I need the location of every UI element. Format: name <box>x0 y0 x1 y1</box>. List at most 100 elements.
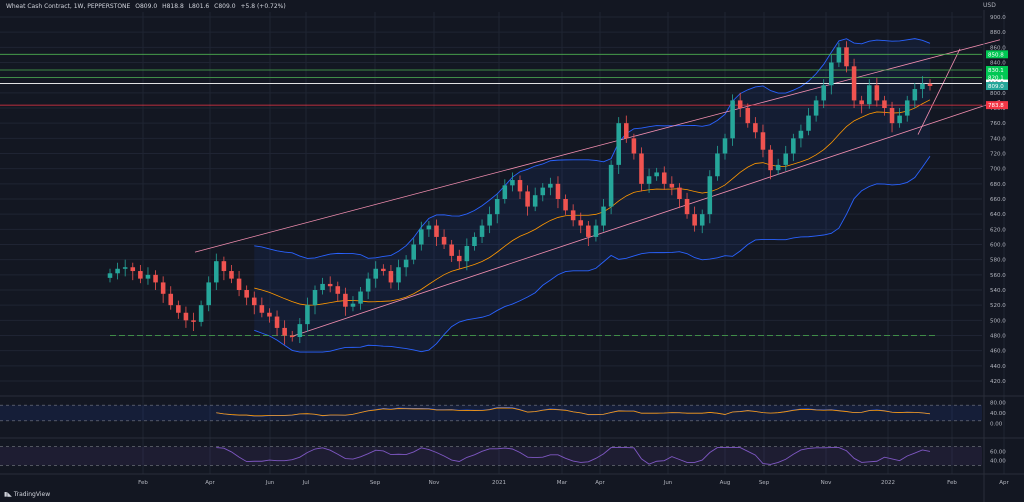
candle-body <box>646 176 652 184</box>
channel-upper <box>194 39 1001 253</box>
candle-body <box>555 183 561 199</box>
candle-body <box>403 259 409 268</box>
candle-body <box>282 327 287 336</box>
x-tick-label: Apr <box>999 480 1009 486</box>
candle-body <box>540 187 546 196</box>
y-tick-label: 620.0 <box>990 227 1006 233</box>
candle-body <box>768 149 773 171</box>
candle-body <box>753 123 758 133</box>
rsi-tick-label: 80.00 <box>990 401 1006 407</box>
candle-body <box>289 335 295 338</box>
candle-body <box>343 293 348 307</box>
candle-body <box>350 303 356 307</box>
tv-icon: ▮◣ <box>4 491 12 498</box>
candle-body <box>525 191 530 207</box>
candle-body <box>920 83 925 90</box>
y-tick-label: 860.0 <box>990 45 1006 51</box>
symbol-title[interactable]: Wheat Cash Contract, 1W, PEPPERSTONE <box>6 3 131 10</box>
bollinger-fill <box>254 38 930 353</box>
candle-body <box>882 100 887 108</box>
candle-body <box>897 115 902 124</box>
candle-body <box>661 172 667 184</box>
candle-body <box>593 225 599 237</box>
price-label-badge <box>986 66 1008 75</box>
y-tick-label: 540.0 <box>990 288 1006 294</box>
price-label-badge <box>986 101 1008 110</box>
x-tick-label: Apr <box>205 480 215 486</box>
candle-body <box>464 246 470 262</box>
x-tick-label: Feb <box>947 480 957 486</box>
candle-body <box>145 274 151 279</box>
candle-body <box>297 324 303 338</box>
candle-body <box>715 153 720 177</box>
candle-body <box>107 273 113 278</box>
moving-average <box>254 99 931 306</box>
y-tick-label: 500.0 <box>990 318 1006 324</box>
candle-body <box>456 255 462 262</box>
price-label: 783.8 <box>988 103 1004 109</box>
candle-body <box>563 199 568 211</box>
candle-body <box>844 47 849 67</box>
candle-body <box>274 316 280 328</box>
candle-body <box>267 312 272 317</box>
candle-body <box>153 274 158 283</box>
candle-body <box>327 283 333 287</box>
candle-body <box>707 176 713 215</box>
brand-name: TradingView <box>13 491 51 498</box>
candle-body <box>214 261 219 283</box>
candle-body <box>737 100 743 108</box>
candle-body <box>229 271 234 279</box>
candle-body <box>449 244 454 256</box>
bollinger-lower <box>254 156 931 353</box>
channel-lower <box>289 100 1001 338</box>
candle-body <box>760 132 766 150</box>
candle-body <box>904 100 910 116</box>
candle-body <box>745 108 751 124</box>
rsi-tick-label: 0.00 <box>990 421 1003 427</box>
candle-body <box>335 286 341 294</box>
price-label-badge <box>986 82 1008 91</box>
candle-body <box>426 225 432 230</box>
y-tick-label: 880.0 <box>990 30 1006 36</box>
osc-band <box>0 446 982 466</box>
candle-body <box>836 47 842 63</box>
y-tick-label: 720.0 <box>990 152 1006 158</box>
price-label: 820.1 <box>988 76 1004 82</box>
candle-body <box>578 220 584 226</box>
price-label: 850.8 <box>988 52 1004 58</box>
candle-body <box>183 312 189 321</box>
candle-body <box>251 297 257 306</box>
tradingview-logo[interactable]: ▮◣ TradingView <box>4 491 50 498</box>
candle-body <box>388 271 394 283</box>
candle-body <box>236 278 242 290</box>
rsi-tick-label: 40.00 <box>990 411 1006 417</box>
candle-body <box>244 290 249 298</box>
y-tick-label: 740.0 <box>990 136 1006 142</box>
candle-body <box>851 66 857 101</box>
candle-body <box>608 164 614 207</box>
candle-body <box>434 225 439 237</box>
chart-header: Wheat Cash Contract, 1W, PEPPERSTONE O80… <box>6 3 289 10</box>
candle-body <box>191 320 196 322</box>
y-tick-label: 600.0 <box>990 243 1006 249</box>
x-tick-label: Mar <box>557 480 568 486</box>
rsi-band <box>0 405 982 421</box>
candle-body <box>624 123 629 139</box>
candle-body <box>829 62 834 86</box>
candle-body <box>677 187 682 199</box>
candle-body <box>874 85 880 101</box>
candle-body <box>517 180 523 192</box>
price-label-badge <box>986 73 1008 82</box>
candle-body <box>305 305 310 325</box>
candle-body <box>206 282 211 306</box>
x-tick-label: 2022 <box>881 480 895 486</box>
candle-body <box>889 108 895 124</box>
osc-tick-label: 40.00 <box>990 459 1006 465</box>
x-tick-label: Feb <box>138 480 148 486</box>
x-tick-label: Jun <box>663 480 673 486</box>
candle-body <box>479 225 485 237</box>
y-tick-label: 760.0 <box>990 121 1006 127</box>
candle-body <box>259 305 265 313</box>
y-tick-label: 560.0 <box>990 273 1006 279</box>
